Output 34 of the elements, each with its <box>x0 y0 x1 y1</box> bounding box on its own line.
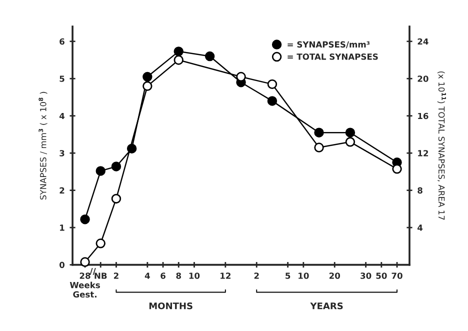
y-axis-title: SYNAPSES / mm$^{3}$ ( x 10$^{8}$ ) <box>38 92 48 200</box>
y-tick-label: 4 <box>59 112 65 120</box>
x-tick-label: 5 <box>286 272 290 279</box>
x-tick-label: 10 <box>298 272 309 279</box>
y-tick-label: 2 <box>60 187 64 194</box>
text: YEARS <box>310 302 343 310</box>
x-tick-label: 50 <box>376 272 387 279</box>
y2-tick-label: 24 <box>418 38 428 45</box>
legend-label: = TOTAL SYNAPSES <box>288 54 378 60</box>
text: // <box>90 268 96 275</box>
y-tick-label: 3 <box>60 150 64 156</box>
x-tick-label: 30 <box>360 272 372 279</box>
x-tick-label: NB <box>94 272 107 279</box>
x-tick-label: 70 <box>392 272 402 279</box>
x-tick-label: 10 <box>189 272 200 279</box>
x-tick-label: 6 <box>160 272 166 279</box>
y2-tick-label: 16 <box>418 112 428 120</box>
x-tick-label: 12 <box>220 272 230 279</box>
y2-tick-label: 12 <box>418 150 428 156</box>
y-tick-label: 6 <box>60 38 64 45</box>
y2-tick-label: 4 <box>418 224 423 231</box>
x-tick-label: 4 <box>144 272 150 279</box>
y-tick-label: 1 <box>60 224 64 231</box>
y2-tick-label: 20 <box>418 76 428 82</box>
x-tick-label: 2 <box>254 272 259 279</box>
text: MONTHS <box>149 302 192 310</box>
y-tick-label: 5 <box>60 76 64 82</box>
x-tick-label: 20 <box>329 272 340 279</box>
x-tick-label: 8 <box>176 272 181 279</box>
y2-axis-title: (x 10$^{11}$) TOTAL SYNAPSES, AREA 17 <box>437 71 446 220</box>
x-tick-label: 2 <box>114 272 118 279</box>
y-tick-label: 0 <box>60 262 65 268</box>
legend-label: = SYNAPSES/mm³ <box>288 41 370 48</box>
y2-tick-label: 8 <box>418 187 422 194</box>
